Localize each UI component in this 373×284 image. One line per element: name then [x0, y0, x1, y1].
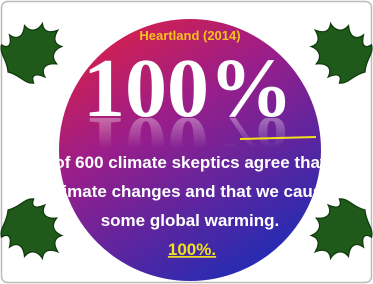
headline-reflection: 100%	[83, 99, 293, 192]
reflection: 100%	[83, 99, 293, 192]
slide: Heartland (2014) 100% 100% of 600 climat…	[0, 0, 373, 284]
body-line: climate changes and that we cause	[48, 182, 331, 201]
body-line: of 600 climate skeptics agree that	[54, 153, 326, 172]
footer: 100%.	[168, 240, 216, 259]
source: Heartland (2014)	[139, 28, 240, 43]
body-line: some global warming.	[101, 211, 280, 230]
